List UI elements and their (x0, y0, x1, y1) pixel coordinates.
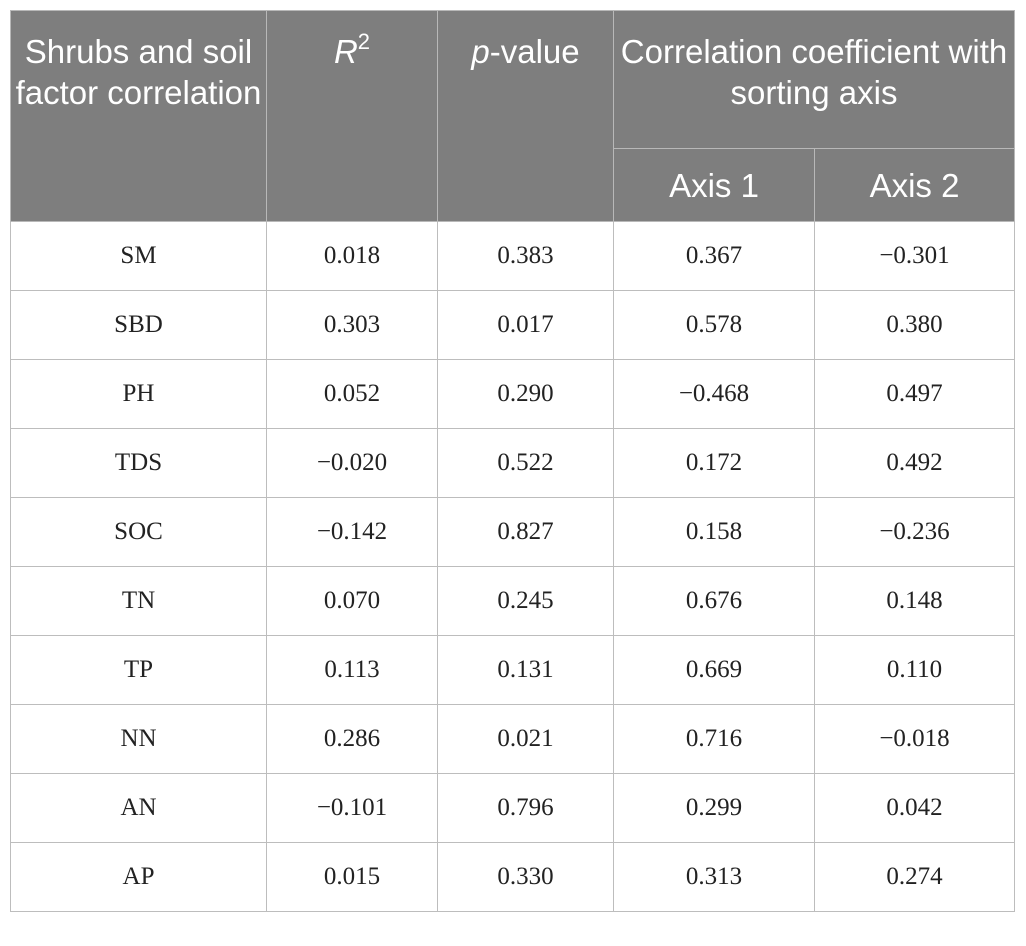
table-row: TN 0.070 0.245 0.676 0.148 (10, 566, 1016, 636)
axis-1-cell: 0.172 (613, 428, 815, 498)
correlation-table: Shrubs and soil factor correlation R2 p-… (10, 10, 1016, 912)
p-symbol: p (471, 33, 490, 70)
axis-1-cell: −0.468 (613, 359, 815, 429)
factor-cell: TP (10, 635, 267, 705)
factor-cell: AP (10, 842, 267, 912)
factor-cell: NN (10, 704, 267, 774)
factor-cell: SOC (10, 497, 267, 567)
r-squared-cell: 0.015 (266, 842, 438, 912)
p-value-cell: 0.383 (437, 221, 614, 291)
r-squared-cell: 0.303 (266, 290, 438, 360)
table-row: SOC −0.142 0.827 0.158 −0.236 (10, 497, 1016, 567)
table-row: NN 0.286 0.021 0.716 −0.018 (10, 704, 1016, 774)
r-squared-cell: 0.070 (266, 566, 438, 636)
r-squared-cell: −0.142 (266, 497, 438, 567)
r-squared-symbol: R (333, 33, 358, 70)
table-body: SM 0.018 0.383 0.367 −0.301 SBD 0.303 0.017 0.57… (10, 221, 1016, 912)
header-factor: Shrubs and soil factor correlation (10, 10, 267, 222)
table-row: AP 0.015 0.330 0.313 0.274 (10, 842, 1016, 912)
axis-2-cell: 0.274 (813, 842, 1016, 912)
p-value-cell: 0.796 (437, 773, 614, 843)
header-r-squared: R2 (266, 10, 438, 222)
header-correlation-group: Correlation coefficient with sorting axi… (612, 10, 1016, 149)
header-axis-2: Axis 2 (813, 148, 1016, 222)
axis-1-cell: 0.676 (613, 566, 815, 636)
table-row: SM 0.018 0.383 0.367 −0.301 (10, 221, 1016, 291)
axis-1-cell: 0.578 (613, 290, 815, 360)
r-squared-cell: 0.286 (266, 704, 438, 774)
p-value-cell: 0.017 (437, 290, 614, 360)
axis-2-cell: 0.497 (813, 359, 1016, 429)
factor-cell: AN (10, 773, 267, 843)
p-value-cell: 0.330 (437, 842, 614, 912)
axis-2-cell: 0.042 (813, 773, 1016, 843)
header-axis-1: Axis 1 (613, 148, 815, 222)
factor-cell: SBD (10, 290, 267, 360)
axis-1-cell: 0.716 (613, 704, 815, 774)
r-squared-cell: −0.020 (266, 428, 438, 498)
axis-1-cell: 0.669 (613, 635, 815, 705)
factor-cell: SM (10, 221, 267, 291)
r-squared-cell: 0.052 (266, 359, 438, 429)
axis-2-cell: 0.110 (813, 635, 1016, 705)
p-value-cell: 0.290 (437, 359, 614, 429)
axis-1-cell: 0.158 (613, 497, 815, 567)
p-value-suffix: -value (489, 33, 580, 70)
factor-cell: TDS (10, 428, 267, 498)
r-squared-cell: −0.101 (266, 773, 438, 843)
table-row: TDS −0.020 0.522 0.172 0.492 (10, 428, 1016, 498)
axis-1-cell: 0.367 (613, 221, 815, 291)
table-row: TP 0.113 0.131 0.669 0.110 (10, 635, 1016, 705)
axis-1-cell: 0.299 (613, 773, 815, 843)
axis-2-cell: 0.492 (813, 428, 1016, 498)
axis-2-cell: −0.236 (813, 497, 1016, 567)
p-value-cell: 0.021 (437, 704, 614, 774)
axis-2-cell: 0.148 (813, 566, 1016, 636)
axis-2-cell: 0.380 (813, 290, 1016, 360)
axis-2-cell: −0.301 (813, 221, 1016, 291)
r-squared-cell: 0.018 (266, 221, 438, 291)
p-value-cell: 0.245 (437, 566, 614, 636)
table-row: AN −0.101 0.796 0.299 0.042 (10, 773, 1016, 843)
p-value-cell: 0.522 (437, 428, 614, 498)
p-value-cell: 0.827 (437, 497, 614, 567)
header-p-value: p-value (437, 10, 614, 222)
factor-cell: TN (10, 566, 267, 636)
factor-cell: PH (10, 359, 267, 429)
table-row: PH 0.052 0.290 −0.468 0.497 (10, 359, 1016, 429)
axis-2-cell: −0.018 (813, 704, 1016, 774)
table-header: Shrubs and soil factor correlation R2 p-… (10, 10, 1016, 222)
r-squared-exponent: 2 (357, 29, 371, 54)
p-value-cell: 0.131 (437, 635, 614, 705)
axis-1-cell: 0.313 (613, 842, 815, 912)
r-squared-cell: 0.113 (266, 635, 438, 705)
table-row: SBD 0.303 0.017 0.578 0.380 (10, 290, 1016, 360)
